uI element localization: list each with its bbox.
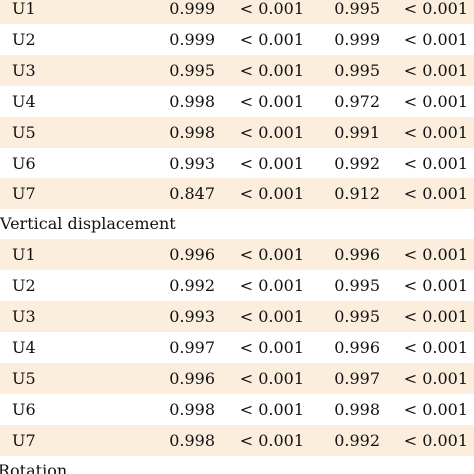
p-value-cell: < 0.001	[403, 307, 468, 326]
p-value-cell: < 0.001	[403, 154, 468, 173]
value-cell: 0.999	[169, 30, 215, 49]
row-label: U7	[12, 431, 36, 450]
value-cell: 0.972	[334, 92, 380, 111]
p-value-cell: < 0.001	[239, 245, 304, 264]
value-cell: 0.993	[169, 307, 215, 326]
table-row: U2 0.999 < 0.001 0.999 < 0.001	[0, 24, 474, 55]
p-value-cell: < 0.001	[403, 338, 468, 357]
value-cell: 0.995	[334, 0, 380, 18]
value-cell: 0.999	[169, 0, 215, 18]
value-cell: 0.912	[334, 184, 380, 203]
row-label: U6	[12, 154, 36, 173]
table-row: U3 0.993 < 0.001 0.995 < 0.001	[0, 301, 474, 332]
table-row: U6 0.998 < 0.001 0.998 < 0.001	[0, 394, 474, 425]
row-label: U5	[12, 123, 36, 142]
p-value-cell: < 0.001	[239, 400, 304, 419]
row-label: U7	[12, 184, 36, 203]
table-row: U7 0.998 < 0.001 0.992 < 0.001	[0, 425, 474, 456]
value-cell: 0.995	[169, 61, 215, 80]
value-cell: 0.993	[169, 154, 215, 173]
p-value-cell: < 0.001	[239, 307, 304, 326]
row-label: U2	[12, 30, 36, 49]
value-cell: 0.992	[334, 154, 380, 173]
value-cell: 0.996	[334, 245, 380, 264]
section-title: Vertical displacement	[0, 214, 176, 233]
value-cell: 0.996	[169, 245, 215, 264]
value-cell: 0.998	[169, 431, 215, 450]
value-cell: 0.992	[169, 276, 215, 295]
p-value-cell: < 0.001	[403, 369, 468, 388]
p-value-cell: < 0.001	[239, 123, 304, 142]
value-cell: 0.991	[334, 123, 380, 142]
table-row: U3 0.995 < 0.001 0.995 < 0.001	[0, 55, 474, 86]
value-cell: 0.847	[169, 184, 215, 203]
row-label: U6	[12, 400, 36, 419]
row-label: U5	[12, 369, 36, 388]
value-cell: 0.995	[334, 61, 380, 80]
row-label: U4	[12, 338, 36, 357]
value-cell: 0.992	[334, 431, 380, 450]
table-row: U1 0.996 < 0.001 0.996 < 0.001	[0, 239, 474, 270]
value-cell: 0.998	[334, 400, 380, 419]
p-value-cell: < 0.001	[239, 61, 304, 80]
table-row: U5 0.996 < 0.001 0.997 < 0.001	[0, 363, 474, 394]
p-value-cell: < 0.001	[239, 431, 304, 450]
p-value-cell: < 0.001	[403, 30, 468, 49]
table-row: U4 0.997 < 0.001 0.996 < 0.001	[0, 332, 474, 363]
value-cell: 0.999	[334, 30, 380, 49]
p-value-cell: < 0.001	[239, 338, 304, 357]
p-value-cell: < 0.001	[239, 154, 304, 173]
value-cell: 0.995	[334, 307, 380, 326]
value-cell: 0.998	[169, 400, 215, 419]
p-value-cell: < 0.001	[403, 61, 468, 80]
p-value-cell: < 0.001	[239, 369, 304, 388]
value-cell: 0.998	[169, 92, 215, 111]
table-row: U2 0.992 < 0.001 0.995 < 0.001	[0, 270, 474, 301]
p-value-cell: < 0.001	[403, 123, 468, 142]
p-value-cell: < 0.001	[403, 0, 468, 18]
table-row: U6 0.993 < 0.001 0.992 < 0.001	[0, 148, 474, 179]
row-label: U4	[12, 92, 36, 111]
table-row: U7 0.847 < 0.001 0.912 < 0.001	[0, 178, 474, 209]
p-value-cell: < 0.001	[403, 92, 468, 111]
p-value-cell: < 0.001	[403, 431, 468, 450]
row-label: U1	[12, 245, 36, 264]
value-cell: 0.996	[169, 369, 215, 388]
p-value-cell: < 0.001	[403, 184, 468, 203]
table-row: U5 0.998 < 0.001 0.991 < 0.001	[0, 117, 474, 148]
value-cell: 0.995	[334, 276, 380, 295]
p-value-cell: < 0.001	[403, 245, 468, 264]
row-label: U3	[12, 61, 36, 80]
table-row: U1 0.999 < 0.001 0.995 < 0.001	[0, 0, 474, 24]
p-value-cell: < 0.001	[239, 92, 304, 111]
p-value-cell: < 0.001	[403, 400, 468, 419]
p-value-cell: < 0.001	[239, 30, 304, 49]
value-cell: 0.996	[334, 338, 380, 357]
row-label: U2	[12, 276, 36, 295]
value-cell: 0.997	[334, 369, 380, 388]
table-row: U4 0.998 < 0.001 0.972 < 0.001	[0, 86, 474, 117]
value-cell: 0.998	[169, 123, 215, 142]
p-value-cell: < 0.001	[239, 0, 304, 18]
p-value-cell: < 0.001	[239, 184, 304, 203]
row-label: U1	[12, 0, 36, 18]
row-label: U3	[12, 307, 36, 326]
value-cell: 0.997	[169, 338, 215, 357]
p-value-cell: < 0.001	[403, 276, 468, 295]
p-value-cell: < 0.001	[239, 276, 304, 295]
section-title: Rotation	[0, 461, 68, 474]
